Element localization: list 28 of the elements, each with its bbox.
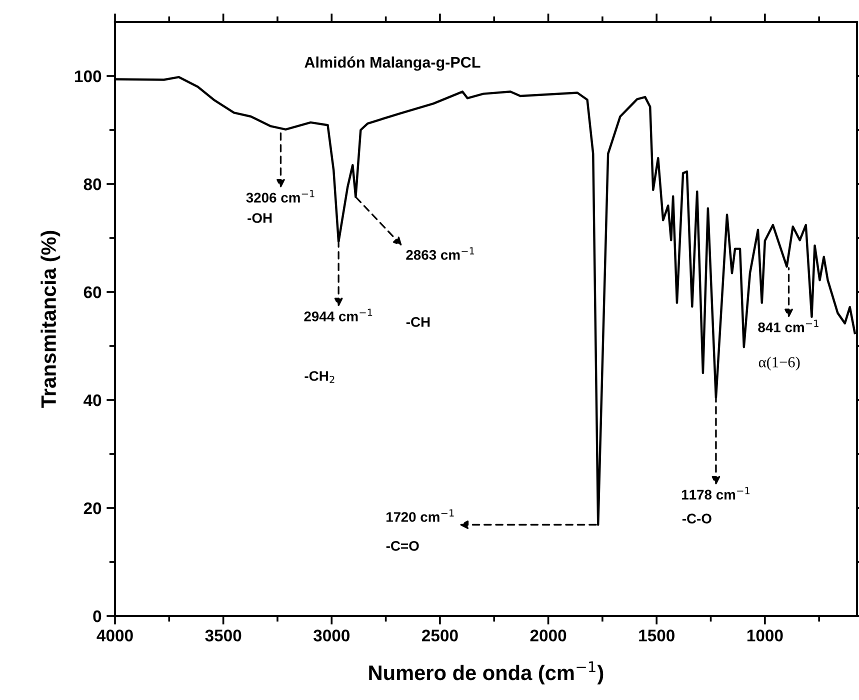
annotation: -C-O <box>682 514 712 524</box>
x-tick-label: 3000 <box>313 630 350 642</box>
y-tick-label: 20 <box>84 502 102 514</box>
y-tick-label: 60 <box>84 286 102 298</box>
annotation: α(1−6) <box>758 356 800 370</box>
y-tick-label: 80 <box>84 178 102 190</box>
y-tick-label: 100 <box>75 70 102 82</box>
x-tick-label: 3500 <box>205 630 242 642</box>
y-tick-label: 40 <box>84 394 102 406</box>
y-axis-title: Transmitancia (%) <box>40 230 60 408</box>
annotation: 2863 cm$^{−1}$ <box>406 247 474 260</box>
annotation: 841 cm$^{−1}$ <box>758 320 818 332</box>
y-tick-label: 0 <box>93 610 102 622</box>
annotation: -C=O <box>386 540 419 551</box>
annotation: -OH <box>248 213 272 223</box>
annotation: -CH <box>406 317 430 327</box>
annotation: 1720 cm$^{−1}$ <box>386 509 454 522</box>
x-tick-label: 1500 <box>639 630 674 642</box>
annotation: 1178 cm$^{−1}$ <box>682 487 750 500</box>
x-tick-label: 2000 <box>530 630 566 642</box>
x-tick-label: 1000 <box>747 630 783 642</box>
annotation: -CH$_{2}$ <box>304 371 334 384</box>
annotation: 3206 cm$^{−1}$ <box>246 190 314 203</box>
annotation: 2944 cm$^{−1}$ <box>304 308 372 322</box>
x-tick-label: 4000 <box>96 630 133 642</box>
x-axis-title: Numero de onda (cm$^{−1}$) <box>369 661 604 684</box>
x-tick-label: 2500 <box>422 630 458 642</box>
text: Almidón Malanga-g-PCL <box>304 56 480 71</box>
